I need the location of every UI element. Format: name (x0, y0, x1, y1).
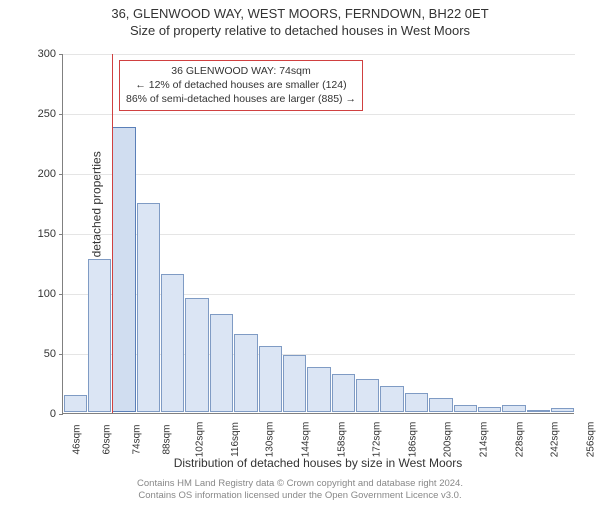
y-tick-label: 300 (26, 48, 56, 60)
x-tick-label: 74sqm (132, 424, 143, 454)
histogram-bar (429, 398, 452, 412)
histogram-bar (356, 379, 379, 413)
histogram-bar (137, 203, 160, 412)
page-title-address: 36, GLENWOOD WAY, WEST MOORS, FERNDOWN, … (0, 6, 600, 21)
histogram-bar (502, 405, 525, 412)
callout-box: 36 GLENWOOD WAY: 74sqm← 12% of detached … (119, 60, 363, 111)
x-tick-label: 242sqm (549, 422, 560, 458)
x-axis-labels: 46sqm60sqm74sqm88sqm102sqm116sqm130sqm14… (62, 416, 574, 427)
y-tick-label: 0 (26, 408, 56, 420)
footer-line1: Contains HM Land Registry data © Crown c… (0, 478, 600, 490)
x-tick-label: 60sqm (102, 424, 113, 454)
histogram-bar (332, 374, 355, 412)
plot-region: 36 GLENWOOD WAY: 74sqm← 12% of detached … (62, 54, 574, 414)
histogram-bar (454, 405, 477, 412)
x-tick-label: 256sqm (585, 422, 596, 458)
x-tick-label: 228sqm (514, 422, 525, 458)
histogram-bar (405, 393, 428, 412)
histogram-bar (161, 274, 184, 412)
page-title-subtitle: Size of property relative to detached ho… (0, 23, 600, 38)
histogram-bar (210, 314, 233, 412)
footer-line2: Contains OS information licensed under t… (0, 490, 600, 502)
y-tick-label: 100 (26, 288, 56, 300)
callout-line1: 36 GLENWOOD WAY: 74sqm (126, 64, 356, 78)
footer-attribution: Contains HM Land Registry data © Crown c… (0, 478, 600, 502)
y-tick-label: 50 (26, 348, 56, 360)
x-tick-label: 88sqm (162, 424, 173, 454)
y-tick-label: 250 (26, 108, 56, 120)
y-tick-label: 150 (26, 228, 56, 240)
histogram-bar (259, 346, 282, 412)
histogram-bar (380, 386, 403, 412)
x-tick-label: 200sqm (443, 422, 454, 458)
histogram-bar (478, 407, 501, 412)
x-tick-label: 102sqm (194, 422, 205, 458)
histogram-chart: Number of detached properties 36 GLENWOO… (62, 54, 574, 414)
histogram-bar (64, 395, 87, 412)
x-axis-title: Distribution of detached houses by size … (62, 456, 574, 470)
callout-line3: 86% of semi-detached houses are larger (… (126, 92, 356, 106)
highlight-marker-line (112, 54, 113, 413)
x-tick-label: 172sqm (372, 422, 383, 458)
x-tick-label: 214sqm (478, 422, 489, 458)
histogram-bar (185, 298, 208, 412)
histogram-bar (112, 127, 135, 412)
y-tick-label: 200 (26, 168, 56, 180)
x-tick-label: 186sqm (407, 422, 418, 458)
x-tick-label: 144sqm (300, 422, 311, 458)
histogram-bar (551, 408, 574, 412)
histogram-bar (234, 334, 257, 412)
histogram-bar (527, 410, 550, 412)
x-tick-label: 158sqm (336, 422, 347, 458)
callout-line2: ← 12% of detached houses are smaller (12… (126, 78, 356, 92)
histogram-bar (307, 367, 330, 412)
histogram-bar (88, 259, 111, 412)
histogram-bar (283, 355, 306, 412)
x-tick-label: 116sqm (230, 422, 241, 457)
y-tick-mark (59, 414, 63, 415)
x-tick-label: 46sqm (72, 424, 83, 454)
x-tick-label: 130sqm (265, 422, 276, 458)
